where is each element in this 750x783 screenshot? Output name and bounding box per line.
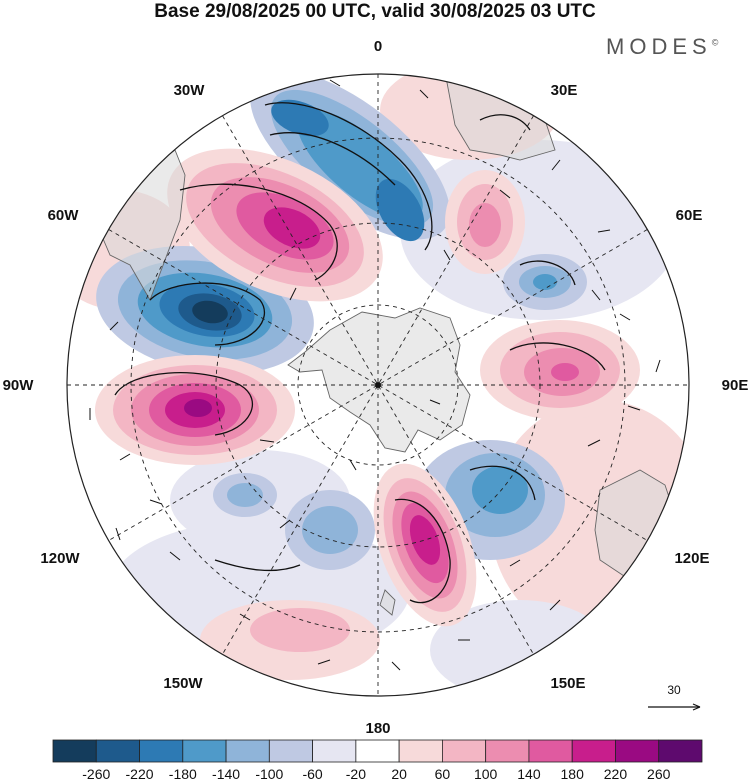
colorbar-swatch xyxy=(355,739,400,763)
lon-label-60e: 60E xyxy=(676,207,703,224)
colorbar-swatch xyxy=(312,739,357,763)
colorbar-swatch xyxy=(268,739,314,763)
negative-anomaly-south xyxy=(213,473,375,570)
reference-vector: 30 xyxy=(648,683,701,711)
positive-anomaly-south xyxy=(373,463,477,627)
anomaly-field xyxy=(67,74,689,696)
colorbar-swatch xyxy=(658,739,703,763)
colorbar-swatch xyxy=(398,739,443,763)
colorbar-swatch xyxy=(139,739,184,763)
colorbar-swatch xyxy=(571,739,616,763)
colorbar-tick-label: 20 xyxy=(391,766,407,782)
lon-label-120w: 120W xyxy=(40,550,80,567)
streamlines xyxy=(114,102,606,604)
map-boundary xyxy=(66,73,690,697)
positive-anomaly-northeast xyxy=(445,170,525,274)
colorbar-tick-label: -20 xyxy=(345,766,366,782)
lon-label-30w: 30W xyxy=(174,82,206,99)
colorbar-swatch xyxy=(225,739,270,763)
colorbar-tick-label: -100 xyxy=(255,766,284,782)
lon-label-90w: 90W xyxy=(3,377,35,394)
colorbar-tick-label: -140 xyxy=(212,766,241,782)
lon-label-180: 180 xyxy=(365,720,390,737)
positive-anomaly-west xyxy=(95,355,295,465)
lon-label-150e: 150E xyxy=(550,675,585,692)
colorbar-swatch xyxy=(441,739,487,763)
reference-vector-label: 30 xyxy=(667,683,681,697)
brand-mark: © xyxy=(711,37,719,48)
colorbar-swatch xyxy=(528,739,573,763)
colorbar-swatch xyxy=(615,739,660,763)
lon-label-120e: 120E xyxy=(674,550,709,567)
lon-label-150w: 150W xyxy=(163,675,203,692)
graticule xyxy=(67,74,689,696)
map-title: Base 29/08/2025 00 UTC, valid 30/08/2025… xyxy=(154,1,596,22)
negative-anomaly-north xyxy=(250,74,450,242)
colorbar-swatch xyxy=(485,739,530,763)
colorbar-tick-label: 140 xyxy=(517,766,541,782)
positive-anomaly-southwest xyxy=(250,608,350,652)
colorbar-tick-label: 260 xyxy=(647,766,671,782)
colorbar-tick-label: -60 xyxy=(302,766,323,782)
colorbar-tick-label: -260 xyxy=(82,766,111,782)
colorbar-tick-label: -180 xyxy=(168,766,197,782)
lon-label-30e: 30E xyxy=(551,82,578,99)
reference-arrow-head xyxy=(692,703,701,711)
lon-label-90e: 90E xyxy=(722,377,749,394)
colorbar-swatch xyxy=(95,739,140,763)
colorbar-swatch xyxy=(182,739,227,763)
colorbar-tick-label: -220 xyxy=(125,766,154,782)
colorbar-tick-label: 100 xyxy=(473,766,498,782)
colorbar-tick-label: 180 xyxy=(560,766,584,782)
antarctica xyxy=(287,307,471,453)
colorbar-tick-label: 60 xyxy=(434,766,451,782)
lon-label-0: 0 xyxy=(374,38,382,55)
colorbar xyxy=(52,739,703,763)
colorbar-tick-label: 220 xyxy=(603,766,628,782)
brand-logo: MODES© xyxy=(606,34,718,60)
new-zealand xyxy=(379,589,396,616)
pole-marker xyxy=(375,382,381,388)
colorbar-swatch xyxy=(52,739,97,763)
positive-anomaly-northwest xyxy=(167,148,383,302)
brand-name: MODES xyxy=(606,34,712,59)
positive-anomaly-east xyxy=(480,320,640,420)
landmasses xyxy=(94,74,681,616)
lon-label-60w: 60W xyxy=(48,207,80,224)
